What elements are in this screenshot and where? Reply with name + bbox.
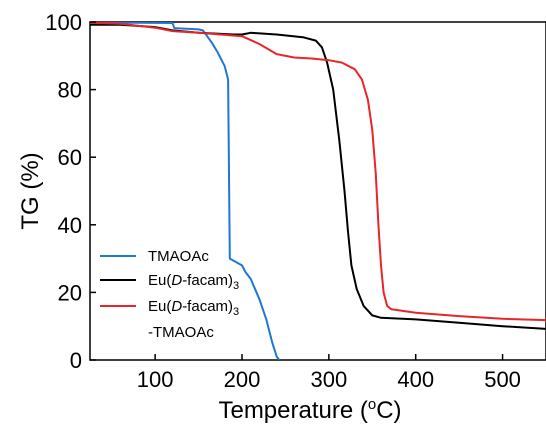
x-axis-title-end: C): [376, 397, 401, 424]
legend-label-eu-facam-tmaoac-line2: -TMAOAc: [148, 324, 214, 341]
legend-label-eu-facam: Eu(D-facam)3: [148, 272, 239, 292]
axis-ticks: [90, 21, 504, 361]
plot-frame: [89, 21, 546, 361]
x-tick-label: 100: [137, 367, 174, 392]
x-tick-label: 200: [224, 367, 261, 392]
x-axis-title: Temperature (oC): [218, 396, 401, 424]
legend-label-tmaoac: TMAOAc: [148, 248, 209, 265]
legend: TMAOAc Eu(D-facam)3 Eu(D-facam)3 -TMAOAc: [100, 248, 239, 341]
x-tick-label: 400: [397, 367, 434, 392]
series-line-2: [90, 22, 546, 322]
y-tick-label: 40: [58, 213, 82, 238]
x-tick-label: 300: [310, 367, 347, 392]
y-axis-title: TG (%): [17, 152, 44, 229]
y-tick-label: 0: [70, 348, 82, 373]
y-tick-label: 60: [58, 145, 82, 170]
series-line-0: [90, 22, 281, 360]
x-axis-title-main: Temperature (: [218, 397, 367, 424]
series-lines: [90, 22, 546, 360]
y-tick-label: 20: [58, 280, 82, 305]
y-tick-label: 100: [45, 10, 82, 35]
legend-label-eu-facam-tmaoac: Eu(D-facam)3: [148, 298, 239, 318]
tick-labels: 100 200 300 400 500 0 20 40 60 80 100: [45, 10, 521, 392]
x-axis-title-degree: o: [368, 396, 376, 413]
y-tick-label: 80: [58, 78, 82, 103]
x-tick-label: 500: [484, 367, 521, 392]
